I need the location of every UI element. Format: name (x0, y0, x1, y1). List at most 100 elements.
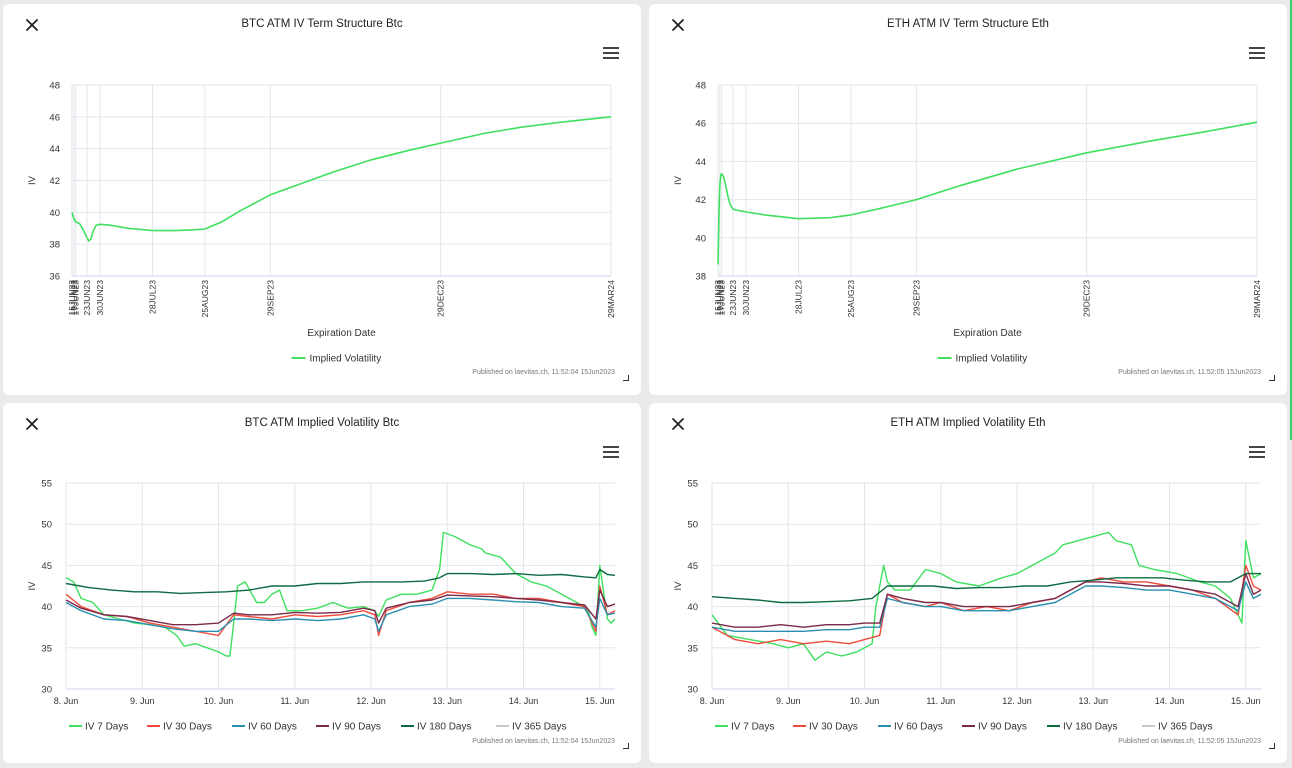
y-tick-label-44: 44 (49, 144, 60, 155)
x-tick-label-29sep23: 29SEP23 (911, 280, 921, 316)
y-tick-label-38: 38 (49, 240, 60, 251)
legend-label-iv-30-days: IV 30 Days (809, 722, 858, 733)
panel-btc-iv: BTC ATM Implied Volatility Btc 30 35 40 45 5… (3, 403, 641, 763)
credit-text: Published on laevitas.ch, 11:52:05 15Jun… (1118, 738, 1261, 745)
y-tick-label-40: 40 (41, 602, 52, 613)
resize-handle[interactable] (1269, 743, 1275, 749)
y-tick-label-35: 35 (41, 643, 52, 654)
series-line-implied-volatility (717, 121, 1258, 265)
series-line-iv-7-days (711, 531, 1262, 661)
x-tick-label-15jun23: 15JUN23 (713, 280, 723, 316)
series-line-iv-180-days (711, 572, 1261, 604)
series-line-iv-60-days (65, 597, 616, 633)
y-tick-label-40: 40 (49, 208, 60, 219)
x-tick-label-29dec23: 29DEC23 (436, 280, 446, 317)
x-tick-label-10: 10. Jun (850, 696, 880, 706)
series-line-iv-60-days (711, 581, 1262, 633)
x-tick-label-25aug23: 25AUG23 (200, 280, 210, 318)
y-tick-label-45: 45 (41, 561, 52, 572)
menu-icon[interactable] (1249, 445, 1265, 459)
legend-label-iv-7-days: IV 7 Days (85, 722, 128, 733)
series-line-iv-90-days (711, 572, 1262, 628)
series-line-iv-180-days (65, 568, 616, 595)
x-tick-label-30jun23: 30JUN23 (95, 280, 105, 316)
menu-icon[interactable] (603, 46, 619, 60)
menu-icon[interactable] (603, 445, 619, 459)
x-tick-label-8: 8. Jun (700, 696, 725, 706)
chart-eth-iv: 30 35 40 45 50 55 8. Jun 9. Jun 10. Jun 11. Jun 12… (673, 479, 1262, 733)
x-tick-label-29dec23: 29DEC23 (1082, 280, 1092, 317)
y-tick-label-42: 42 (695, 195, 706, 206)
x-tick-label-28jul23: 28JUL23 (147, 280, 157, 314)
x-tick-label-30jun23: 30JUN23 (741, 280, 751, 316)
x-tick-label-16jun23: 16JUN23 (715, 280, 725, 316)
panel-eth-term: ETH ATM IV Term Structure Eth 38 40 42 44 46… (649, 4, 1287, 395)
y-tick-label-42: 42 (49, 176, 60, 187)
credit-text: Published on laevitas.ch, 11:52:05 15Jun… (1118, 369, 1261, 376)
x-tick-label-13: 13. Jun (432, 696, 462, 706)
x-tick-label-17jun23: 17JUN23 (71, 280, 81, 316)
close-icon[interactable] (669, 415, 687, 433)
y-tick-label-35: 35 (687, 643, 698, 654)
x-tick-label-23jun23: 23JUN23 (728, 280, 738, 316)
right-edge-accent (1290, 0, 1292, 440)
y-tick-label-55: 55 (41, 479, 52, 490)
y-tick-label-38: 38 (695, 272, 706, 283)
x-tick-label-10: 10. Jun (204, 696, 234, 706)
menu-icon[interactable] (1249, 46, 1265, 60)
y-tick-label-44: 44 (695, 157, 706, 168)
x-tick-label-15: 15. Jun (1231, 696, 1261, 706)
series-line-implied-volatility (71, 116, 612, 242)
x-axis-title: Expiration Date (953, 328, 1022, 339)
x-tick-label-29mar24: 29MAR24 (1252, 280, 1262, 318)
x-tick-label-23jun23: 23JUN23 (82, 280, 92, 316)
x-tick-label-29sep23: 29SEP23 (265, 280, 275, 316)
legend-label-iv-180-days: IV 180 Days (417, 722, 471, 733)
legend-label-implied-volatility: Implied Volatility (310, 354, 382, 365)
x-tick-label-17jun23: 17JUN23 (717, 280, 727, 316)
y-axis-title: IV (27, 175, 38, 185)
x-tick-label-16jun23: 16JUN23 (69, 280, 79, 316)
close-icon[interactable] (23, 16, 41, 34)
y-tick-label-45: 45 (687, 561, 698, 572)
x-tick-label-14: 14. Jun (1155, 696, 1185, 706)
x-tick-label-29mar24: 29MAR24 (606, 280, 616, 318)
x-tick-label-11: 11. Jun (926, 696, 955, 706)
y-tick-label-40: 40 (687, 602, 698, 613)
y-axis-title: IV (673, 581, 684, 591)
close-icon[interactable] (23, 415, 41, 433)
y-tick-label-48: 48 (49, 81, 60, 92)
x-tick-label-12: 12. Jun (356, 696, 386, 706)
y-tick-label-40: 40 (695, 233, 706, 244)
x-tick-label-9: 9. Jun (776, 696, 801, 706)
legend-label-implied-volatility: Implied Volatility (956, 354, 1028, 365)
legend-label-iv-7-days: IV 7 Days (731, 722, 774, 733)
x-tick-label-9: 9. Jun (130, 696, 155, 706)
credit-text: Published on laevitas.ch, 11:52:04 15Jun… (472, 738, 615, 745)
resize-handle[interactable] (1269, 375, 1275, 381)
series-line-iv-30-days (65, 585, 616, 637)
x-axis-title: Expiration Date (307, 328, 376, 339)
panel-eth-iv: ETH ATM Implied Volatility Eth 30 35 40 45 5… (649, 403, 1287, 763)
y-tick-label-36: 36 (49, 272, 60, 283)
y-tick-label-46: 46 (695, 119, 706, 130)
series-line-iv-90-days (65, 589, 616, 626)
resize-handle[interactable] (623, 743, 629, 749)
y-axis-title: IV (27, 581, 38, 591)
y-axis-title: IV (673, 175, 684, 185)
chart-btc-iv: 30 35 40 45 50 55 8. Jun 9. Jun 10. Jun 11. Jun 12… (27, 479, 616, 733)
x-tick-label-15jun23: 15JUN23 (67, 280, 77, 316)
legend-label-iv-365-days: IV 365 Days (1158, 722, 1212, 733)
legend-label-iv-180-days: IV 180 Days (1063, 722, 1117, 733)
series-line-iv-7-days (65, 531, 616, 657)
y-tick-label-55: 55 (687, 479, 698, 490)
close-icon[interactable] (669, 16, 687, 34)
x-tick-label-15: 15. Jun (585, 696, 615, 706)
resize-handle[interactable] (623, 375, 629, 381)
y-tick-label-48: 48 (695, 81, 706, 92)
chart-title: BTC ATM Implied Volatility Btc (244, 417, 400, 429)
x-tick-label-25aug23: 25AUG23 (846, 280, 856, 318)
legend-label-iv-90-days: IV 90 Days (978, 722, 1027, 733)
